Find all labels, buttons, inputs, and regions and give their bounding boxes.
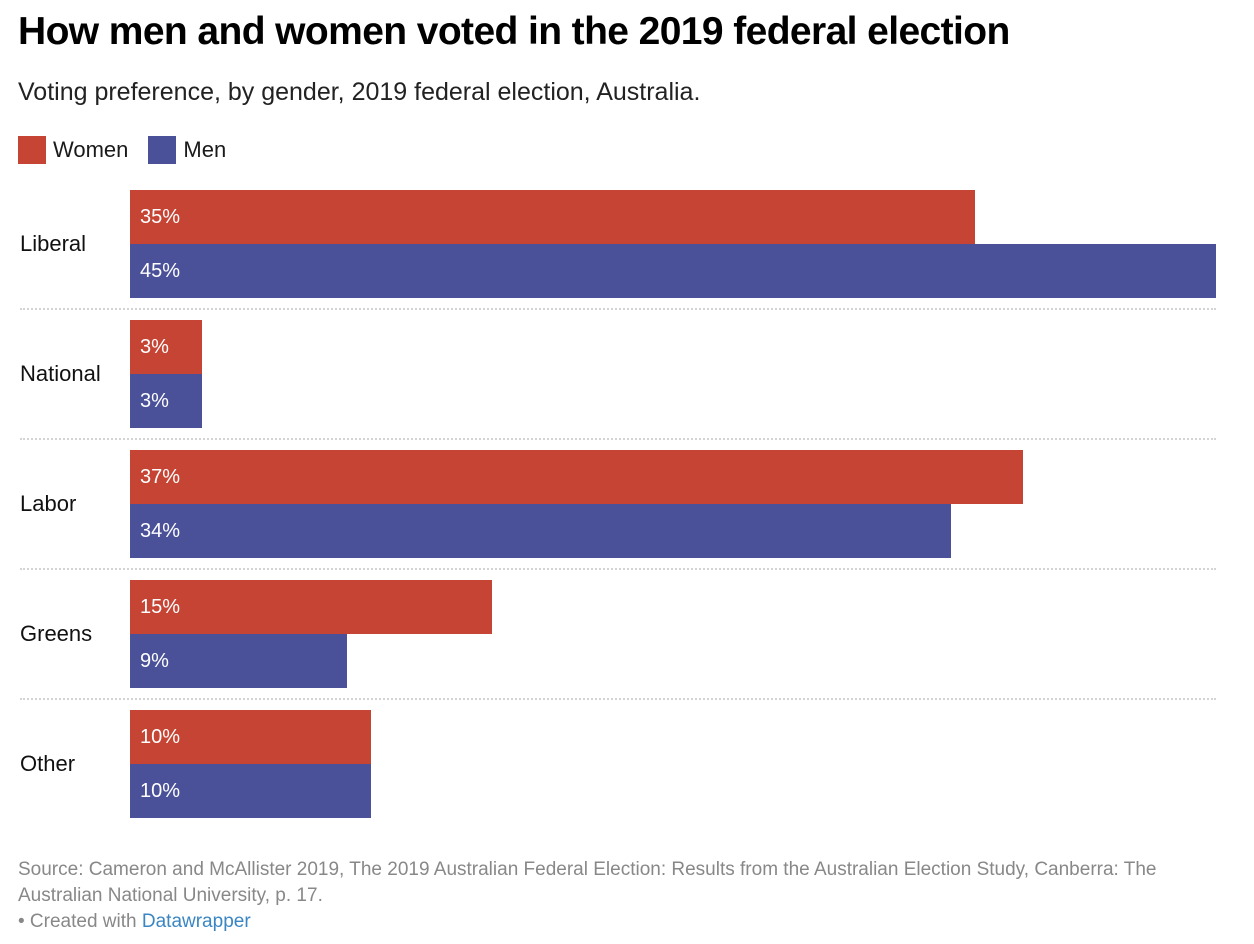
legend-label-men: Men bbox=[183, 137, 227, 162]
legend-item-men: Men bbox=[148, 136, 226, 164]
bar-women-greens bbox=[130, 580, 492, 634]
legend: Women Men bbox=[18, 136, 226, 164]
data-label: 35% bbox=[140, 206, 181, 228]
chart-title: How men and women voted in the 2019 fede… bbox=[18, 10, 1010, 53]
bar-men-liberal bbox=[130, 244, 1216, 298]
data-label: 37% bbox=[140, 466, 181, 488]
chart-subtitle: Voting preference, by gender, 2019 feder… bbox=[18, 78, 701, 106]
data-label: 3% bbox=[140, 336, 169, 358]
bar-men-labor bbox=[130, 504, 951, 558]
data-label: 9% bbox=[140, 650, 169, 672]
data-label: 45% bbox=[140, 260, 181, 282]
bar-men-other bbox=[130, 764, 372, 818]
data-label: 10% bbox=[140, 726, 181, 748]
group-separator bbox=[20, 308, 1216, 310]
bar-men-national bbox=[130, 374, 203, 428]
group-separator bbox=[20, 568, 1216, 570]
footer: Source: Cameron and McAllister 2019, The… bbox=[18, 857, 1198, 935]
data-label: 34% bbox=[140, 520, 181, 542]
bar-women-other bbox=[130, 710, 372, 764]
category-label: Greens bbox=[20, 621, 93, 646]
data-label: 15% bbox=[140, 596, 181, 618]
source-note: Source: Cameron and McAllister 2019, The… bbox=[18, 859, 1157, 906]
group-separator bbox=[20, 438, 1216, 440]
category-label: National bbox=[20, 361, 101, 386]
legend-label-women: Women bbox=[53, 137, 129, 162]
bar-men-greens bbox=[130, 634, 348, 688]
group-separator bbox=[20, 698, 1216, 700]
credit-text: • Created with bbox=[18, 911, 142, 932]
data-label: 10% bbox=[140, 780, 181, 802]
legend-swatch-women bbox=[18, 136, 46, 164]
legend-swatch-men bbox=[148, 136, 177, 164]
category-label: Liberal bbox=[20, 231, 87, 256]
category-label: Other bbox=[20, 751, 76, 776]
bar-women-liberal bbox=[130, 190, 975, 244]
datawrapper-link[interactable]: Datawrapper bbox=[141, 911, 251, 932]
legend-item-women: Women bbox=[18, 136, 128, 164]
bar-women-labor bbox=[130, 450, 1023, 504]
category-label: Labor bbox=[20, 491, 77, 516]
bar-women-national bbox=[130, 320, 203, 374]
data-label: 3% bbox=[140, 390, 169, 412]
